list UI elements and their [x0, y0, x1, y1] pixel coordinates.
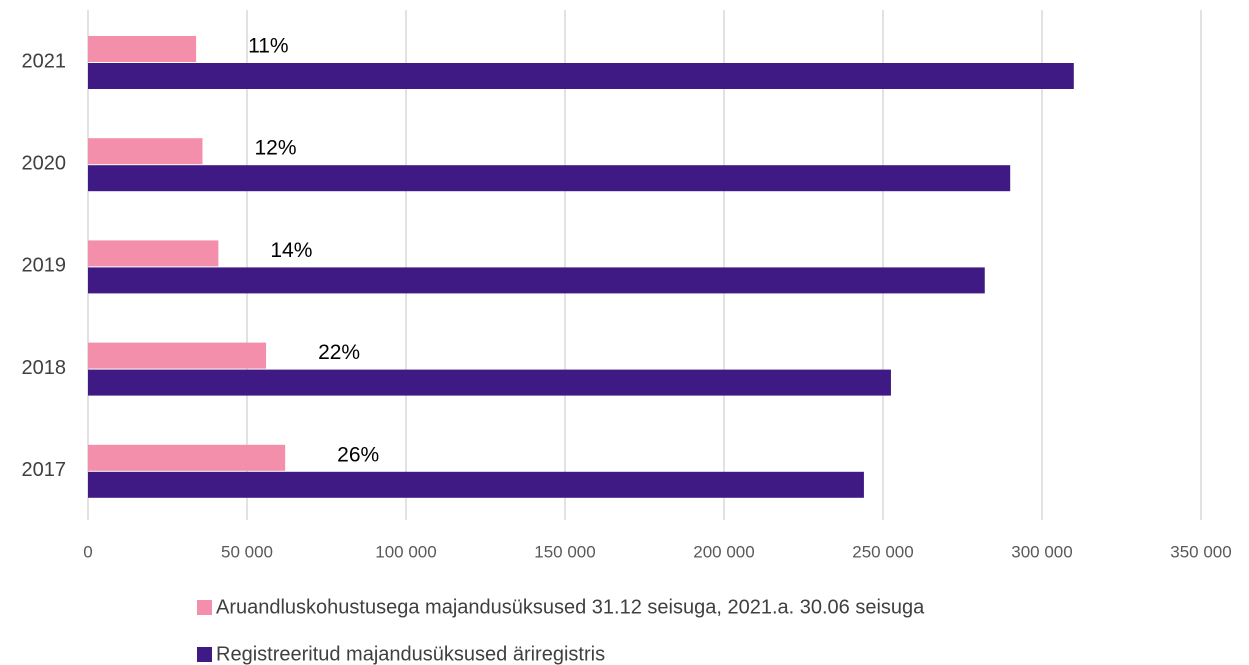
x-tick-label: 350 000 — [1170, 542, 1231, 561]
x-tick-label: 200 000 — [693, 542, 754, 561]
y-tick-label: 2019 — [22, 255, 67, 277]
legend-label: Registreeritud majandusüksused äriregist… — [216, 643, 605, 665]
annotation: 26% — [337, 443, 379, 466]
x-tick-label: 0 — [83, 542, 92, 561]
x-tick-label: 100 000 — [375, 542, 436, 561]
bar — [88, 165, 1011, 192]
bar — [88, 240, 219, 267]
annotation: 12% — [254, 137, 296, 160]
y-tick-label: 2020 — [22, 152, 67, 174]
x-tick-label: 250 000 — [852, 542, 913, 561]
bar — [88, 138, 203, 165]
bar — [88, 342, 267, 369]
legend-swatch — [197, 600, 212, 615]
annotation: 22% — [318, 341, 360, 364]
bar — [88, 63, 1074, 89]
y-tick-label: 2017 — [22, 459, 67, 481]
bar — [88, 471, 864, 498]
legend-label: Aruandluskohustusega majandusüksused 31.… — [216, 596, 925, 618]
bar — [88, 444, 286, 471]
bar — [88, 369, 891, 396]
annotation: 14% — [270, 239, 312, 262]
x-tick-label: 300 000 — [1011, 542, 1072, 561]
y-tick-label: 2021 — [22, 50, 67, 72]
annotation: 11% — [248, 35, 288, 58]
bar — [88, 267, 985, 294]
bar — [88, 36, 197, 62]
x-tick-label: 150 000 — [534, 542, 595, 561]
legend-swatch — [197, 647, 212, 662]
x-tick-label: 50 000 — [221, 542, 273, 561]
y-tick-label: 2018 — [22, 357, 67, 379]
